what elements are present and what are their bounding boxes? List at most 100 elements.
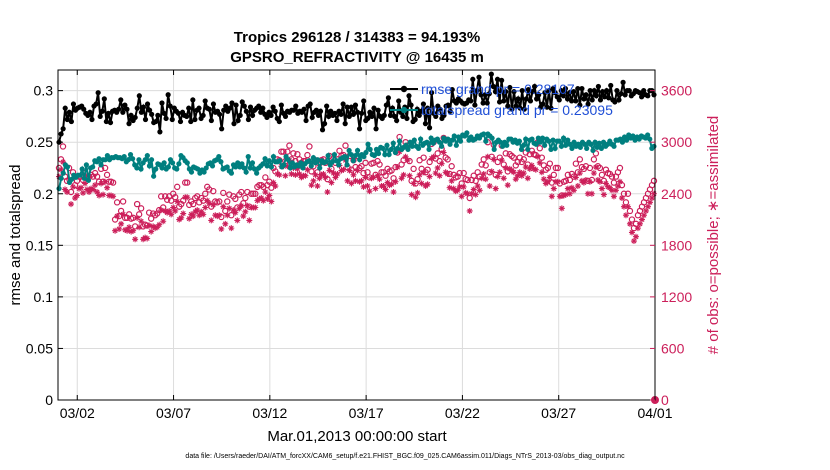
- obs-assimilated-point: [596, 178, 603, 185]
- totalspread-point: [310, 155, 317, 161]
- obs-assimilated-point: [234, 217, 241, 224]
- obs-possible-point: [502, 150, 509, 157]
- obs-possible-point: [216, 198, 223, 205]
- rmse-point: [291, 107, 297, 113]
- rmse-point: [486, 91, 492, 97]
- rmse-point: [58, 131, 64, 137]
- chart-title-line1: Tropics 296128 / 314383 = 94.193%: [234, 29, 480, 46]
- obs-possible-point: [358, 163, 365, 170]
- totalspread-point: [216, 154, 222, 160]
- totalspread-point: [306, 158, 312, 164]
- obs-assimilated-point: [226, 205, 233, 212]
- totalspread-point: [577, 144, 583, 150]
- rmse-point: [597, 97, 604, 103]
- obs-assimilated-point: [316, 175, 323, 182]
- obs-assimilated-point: [258, 195, 265, 202]
- rmse-point: [350, 111, 357, 117]
- totalspread-point: [365, 141, 371, 147]
- obs-possible-point: [552, 164, 560, 172]
- obs-possible-point: [382, 172, 389, 179]
- rmse-point: [509, 106, 515, 112]
- rmse-point: [571, 89, 577, 95]
- x-tick-label: 03/22: [445, 405, 480, 421]
- rmse-point: [562, 85, 569, 92]
- obs-assimilated-point: [244, 202, 251, 209]
- rmse-point: [426, 125, 433, 131]
- rmse-point: [523, 96, 529, 102]
- obs-assimilated-point: [464, 190, 471, 197]
- obs-assimilated-point: [528, 162, 535, 169]
- totalspread-point: [445, 136, 451, 142]
- obs-assimilated-point: [556, 193, 563, 200]
- obs-assimilated-point: [200, 211, 207, 218]
- y-tick-label-left: 0.2: [34, 186, 54, 202]
- obs-possible-point: [286, 142, 293, 149]
- totalspread-point: [169, 160, 176, 166]
- obs-possible-point: [202, 190, 209, 197]
- obs-possible-point: [426, 158, 433, 166]
- obs-assimilated-point: [574, 183, 581, 190]
- obs-assimilated-point: [562, 191, 569, 198]
- totalspread-point: [249, 160, 256, 166]
- rmse-point: [501, 98, 507, 104]
- totalspread-point: [403, 142, 409, 148]
- rmse-point: [577, 102, 583, 108]
- obs-possible-point: [444, 156, 451, 163]
- rmse-point: [453, 100, 459, 106]
- rmse-point: [503, 89, 509, 95]
- obs-assimilated-point: [194, 207, 201, 214]
- obs-assimilated-point: [272, 183, 279, 190]
- rmse-point: [381, 112, 387, 118]
- rmse-point: [124, 106, 130, 112]
- obs-assimilated-point: [170, 204, 177, 211]
- obs-assimilated-point: [114, 213, 121, 220]
- rmse-point: [490, 83, 496, 90]
- obs-possible-point: [598, 171, 606, 179]
- rmse-point: [593, 93, 599, 99]
- totalspread-point: [235, 160, 241, 166]
- x-tick-label: 03/07: [156, 405, 191, 421]
- totalspread-point: [90, 164, 96, 170]
- obs-assimilated-point: [600, 191, 607, 198]
- obs-possible-point: [418, 165, 425, 173]
- obs-assimilated-point: [580, 179, 587, 186]
- obs-assimilated-point: [502, 164, 509, 171]
- obs-assimilated-point: [416, 171, 423, 178]
- totalspread-point: [146, 163, 153, 169]
- obs-assimilated-point: [634, 225, 641, 232]
- totalspread-series-layer: [56, 130, 657, 192]
- obs-assimilated-point: [504, 182, 511, 189]
- obs-assimilated-point: [328, 179, 335, 186]
- totalspread-point: [268, 164, 274, 170]
- totalspread-point: [233, 164, 239, 170]
- totalspread-point: [247, 165, 253, 171]
- obs-possible-point: [133, 200, 141, 208]
- obs-assimilated-point: [612, 187, 619, 194]
- obs-possible-point: [448, 163, 455, 170]
- obs-possible-point: [252, 190, 259, 197]
- obs-possible-point: [147, 215, 155, 222]
- obs-possible-point: [564, 171, 572, 179]
- rmse-point: [534, 96, 540, 102]
- obs-assimilated-point: [196, 212, 203, 219]
- obs-assimilated-point: [384, 179, 391, 186]
- rmse-point: [136, 93, 142, 99]
- legend-marker-totalspread: [400, 106, 408, 114]
- totalspread-point: [518, 146, 525, 153]
- obs-assimilated-point: [282, 172, 289, 179]
- obs-assimilated-point: [500, 175, 507, 182]
- rmse-point: [196, 105, 202, 111]
- rmse-point: [548, 105, 554, 111]
- legend-label-totalspread: totalspread grand pr = 0.23095: [421, 102, 613, 118]
- totalspread-point: [405, 146, 411, 153]
- obs-possible-point: [250, 190, 257, 197]
- rmse-point: [449, 86, 455, 93]
- obs-assimilated-point: [224, 212, 231, 219]
- rmse-point: [505, 103, 511, 109]
- rmse-point: [321, 121, 328, 127]
- rmse-point: [394, 117, 400, 124]
- obs-possible-point: [390, 175, 397, 182]
- rmse-point: [332, 110, 338, 116]
- rmse-point: [579, 85, 585, 92]
